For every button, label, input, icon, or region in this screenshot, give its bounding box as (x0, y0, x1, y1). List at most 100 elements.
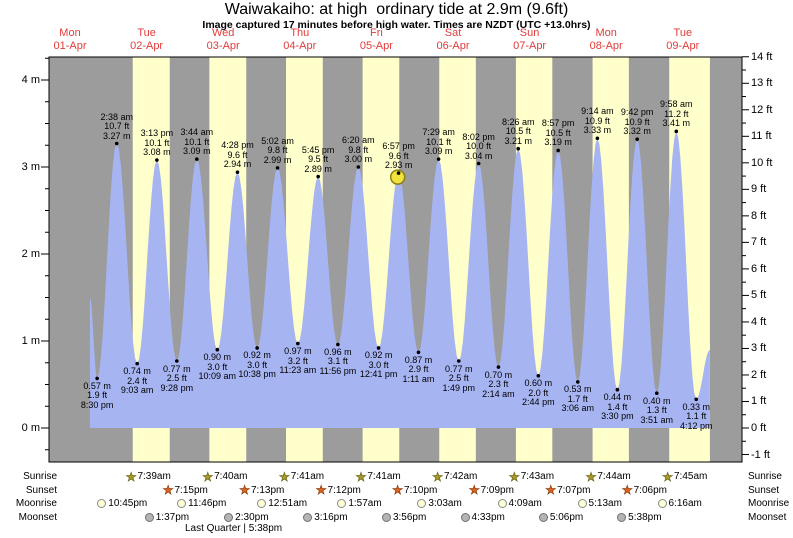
sunrise-star-icon: ★ (279, 469, 290, 484)
tide-label-line: 2.93 m (384, 160, 413, 171)
tide-label-line: 1.4 ft (607, 401, 628, 412)
tide-label-line: 11.2 ft (664, 108, 689, 119)
tide-label-line: 3.32 m (623, 126, 651, 137)
tide-label-line: 0.70 m (484, 369, 513, 380)
moonrise-icon (657, 499, 667, 508)
low-tide-label: 0.33 m 1.1 ft 4:12 pm (664, 402, 728, 432)
sunset-label-right: Sunset (748, 484, 780, 496)
sunrise-star-icon: ★ (432, 469, 444, 484)
tide-extreme-dot (376, 346, 381, 350)
moonrise-label-right: Moonrise (748, 498, 790, 509)
tide-label-line: 0.96 m (324, 346, 352, 357)
event-time: 1:37pm (155, 511, 190, 523)
tide-label-line: 3.0 ft (247, 359, 268, 370)
tide-extreme-dot (114, 141, 119, 146)
date-label: 08-Apr (589, 40, 623, 52)
high-tide-label: 9:58 am 11.2 ft 3.41 m (644, 100, 708, 129)
sunset-star-icon: ★ (468, 483, 480, 497)
tide-label-line: 9.5 ft (308, 154, 329, 165)
y-axis-left-tick-label: 4 m (21, 74, 40, 86)
event-time: 7:43am (520, 471, 555, 482)
high-tide-label: 8:02 pm 10.0 ft 3.04 m (447, 132, 511, 162)
day-of-week-label: Tue (673, 27, 693, 39)
moonrise-row: Moonrise Moonrise 10:45pm 11:46pm 12:51am 1… (0, 497, 793, 510)
moonrise-icon (257, 499, 267, 508)
sunrise-star-icon: ★ (508, 469, 520, 484)
tide-extreme-dot (575, 380, 580, 384)
tide-label-line: 2:14 am (482, 388, 515, 399)
tide-label-line: 5:02 am (261, 135, 294, 146)
high-tide-label: 8:26 am 10.5 ft 3.21 m (486, 116, 550, 147)
tide-label-line: 4:12 pm (679, 420, 713, 431)
y-axis-left-tick-label: 1 m (21, 335, 40, 347)
y-axis-right-tick-label: 4 ft (751, 315, 767, 328)
moonrise-event: 6:16am (657, 497, 702, 510)
y-axis-right-tick-label: 3 ft (751, 342, 767, 355)
tide-label-line: 3:06 am (561, 403, 595, 414)
tide-extreme-dot (436, 157, 441, 161)
tide-label-line: 2.9 ft (408, 364, 429, 375)
event-time: 7:40am (214, 471, 248, 482)
event-time: 7:09pm (480, 484, 514, 496)
event-time: 10:45pm (108, 498, 148, 509)
tide-label-line: 0.77 m (445, 363, 473, 374)
tide-label-line: 0.87 m (404, 354, 433, 365)
moonset-icon (460, 512, 470, 522)
low-tide-label: 0.70 m 2.3 ft 2:14 am (466, 369, 530, 400)
low-tide-label: 0.57 m 1.9 ft 8:30 pm (65, 380, 129, 411)
event-time: 7:10pm (404, 484, 438, 496)
sunset-event: ★ 7:15pm (162, 484, 207, 497)
low-tide-label: 0.87 m 2.9 ft 1:11 am (386, 354, 450, 385)
tide-label-line: 8:26 am (501, 116, 535, 127)
y-axis-right-tick-label: 12 ft (751, 103, 773, 116)
tide-label-line: 5:45 pm (301, 144, 335, 155)
moonrise-event: 10:45pm (97, 497, 147, 510)
date-label: 04-Apr (283, 40, 317, 52)
y-axis-right-tick-label: -1 ft (751, 448, 770, 461)
high-tide-label: 3:13 pm 10.1 ft 3.08 m (125, 129, 189, 158)
tide-extreme-dot (356, 165, 361, 169)
moonrise-event: 3:03am (417, 497, 462, 510)
tide-label-line: 3.33 m (583, 125, 612, 136)
tide-label-line: 3.04 m (464, 150, 493, 161)
tide-extreme-dot (674, 129, 679, 134)
tide-label-line: 10.1 ft (426, 136, 452, 147)
event-time: 5:06pm (549, 511, 584, 523)
tide-label-line: 0.57 m (83, 380, 111, 391)
tide-label-line: 3.0 ft (368, 359, 389, 370)
sunset-event: ★ 7:10pm (392, 484, 437, 497)
tide-label-line: 3:51 am (640, 414, 674, 425)
tide-label-line: 10.5 ft (505, 126, 531, 137)
tide-label-line: 10.1 ft (184, 136, 210, 147)
tide-label-line: 1.7 ft (567, 393, 588, 404)
tide-extreme-dot (336, 342, 340, 347)
low-tide-label: 0.90 m 3.0 ft 10:09 am (185, 353, 249, 382)
date-label: 06-Apr (436, 40, 470, 52)
event-time: 7:13pm (250, 484, 285, 496)
tide-label-line: 8:57 pm (541, 118, 575, 129)
tide-label-line: 3.27 m (102, 130, 131, 141)
sunrise-event: ★ 7:40am (202, 470, 247, 483)
tide-label-line: 12:41 pm (359, 369, 398, 380)
tide-label-line: 3.19 m (544, 137, 572, 148)
moonset-label-right: Moonset (748, 511, 787, 523)
sunrise-star-icon: ★ (662, 469, 673, 484)
tide-label-line: 2.94 m (223, 159, 252, 170)
tide-curve (89, 131, 710, 429)
sunrise-star-icon: ★ (355, 469, 367, 484)
tide-label-line: 2.4 ft (127, 375, 148, 386)
page-subtitle: Image captured 17 minutes before high wa… (202, 19, 591, 31)
y-axis-left-tick-label: 3 m (21, 161, 40, 173)
low-tide-label: 0.74 m 2.4 ft 9:03 am (105, 367, 169, 396)
moonset-event: 5:38pm (617, 511, 662, 524)
sunrise-star-icon: ★ (125, 469, 137, 484)
sunrise-event: ★ 7:44am (585, 470, 630, 483)
sunset-star-icon: ★ (621, 483, 633, 497)
tide-extreme-dot (536, 374, 541, 378)
sunrise-event: ★ 7:43am (509, 470, 554, 483)
tide-extreme-dot (456, 359, 461, 363)
tide-extreme-dot (175, 359, 179, 363)
moonset-event: 4:33pm (460, 511, 505, 524)
